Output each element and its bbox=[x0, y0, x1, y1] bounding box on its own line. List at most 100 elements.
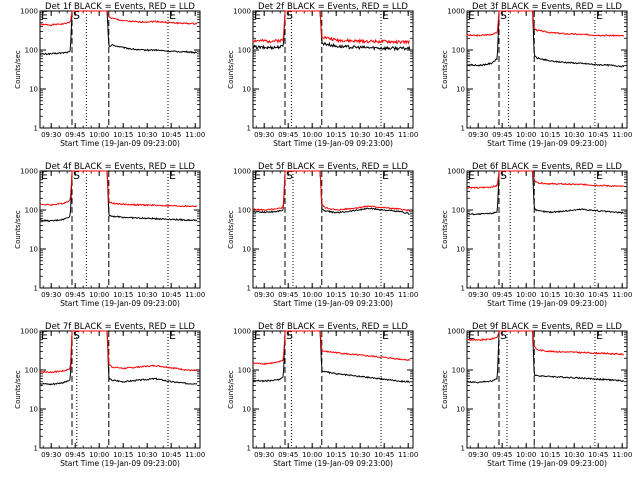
y-tick-label: 100 bbox=[452, 367, 465, 375]
x-tick-label: 10:45 bbox=[588, 291, 608, 299]
y-axis-label: Counts/sec bbox=[441, 370, 449, 409]
x-tick-label: 10:00 bbox=[302, 451, 322, 459]
x-tick-label: 10:00 bbox=[302, 291, 322, 299]
y-tick-label: 10 bbox=[456, 246, 465, 254]
plot-frame bbox=[466, 330, 628, 449]
chart-title: Det 5f BLACK = Events, RED = LLD bbox=[258, 162, 408, 172]
x-tick-label: 09:45 bbox=[278, 131, 298, 139]
x-axis-label: Start Time (19-Jan-09 09:23:00) bbox=[60, 459, 180, 468]
x-tick-label: 10:15 bbox=[113, 451, 133, 459]
chart-title: Det 2f BLACK = Events, RED = LLD bbox=[258, 2, 408, 12]
plot-frame bbox=[466, 170, 628, 289]
y-tick-label: 10 bbox=[29, 406, 38, 414]
x-tick-label: 09:30 bbox=[41, 131, 61, 139]
x-tick-label: 09:30 bbox=[41, 451, 61, 459]
y-tick-label: 1 bbox=[247, 445, 251, 453]
plot-frame bbox=[39, 10, 201, 129]
event-marker-label: S bbox=[73, 169, 80, 182]
x-tick-label: 10:30 bbox=[564, 131, 584, 139]
x-tick-label: 10:45 bbox=[161, 131, 181, 139]
lld-series-line bbox=[39, 10, 198, 27]
y-axis-label: Counts/sec bbox=[14, 50, 22, 89]
x-tick-label: 09:45 bbox=[65, 131, 85, 139]
event-marker-label: E bbox=[596, 169, 603, 182]
x-tick-label: 10:30 bbox=[564, 291, 584, 299]
y-tick-label: 1000 bbox=[233, 168, 251, 176]
event-marker-label: S bbox=[286, 169, 293, 182]
events-series-line bbox=[252, 10, 411, 52]
y-tick-label: 1000 bbox=[233, 328, 251, 336]
x-tick-label: 11:00 bbox=[185, 291, 205, 299]
x-tick-label: 10:00 bbox=[516, 451, 536, 459]
events-series-line bbox=[466, 170, 624, 216]
event-marker-label: E bbox=[468, 329, 475, 342]
x-tick-label: 10:30 bbox=[137, 291, 157, 299]
y-tick-label: 10 bbox=[456, 86, 465, 94]
event-marker-label: S bbox=[286, 9, 293, 22]
x-tick-label: 10:15 bbox=[540, 451, 560, 459]
chart-panel: Det 2f BLACK = Events, RED = LLD 1 10 100 10… bbox=[227, 2, 418, 148]
x-tick-label: 10:30 bbox=[137, 451, 157, 459]
chart-panel: Det 5f BLACK = Events, RED = LLD 1 10 100 10… bbox=[227, 162, 418, 308]
y-tick-label: 100 bbox=[25, 47, 38, 55]
chart-panel: Det 3f BLACK = Events, RED = LLD 1 10 100 10… bbox=[441, 2, 632, 148]
lld-series-line bbox=[466, 170, 624, 190]
x-tick-label: 10:30 bbox=[137, 131, 157, 139]
x-axis-label: Start Time (19-Jan-09 09:23:00) bbox=[60, 299, 180, 308]
y-tick-label: 1 bbox=[461, 445, 465, 453]
x-tick-label: 11:00 bbox=[398, 291, 418, 299]
y-tick-label: 1000 bbox=[233, 8, 251, 16]
x-tick-label: 09:45 bbox=[492, 451, 512, 459]
y-tick-label: 100 bbox=[25, 367, 38, 375]
chart-panel: Det 8f BLACK = Events, RED = LLD 1 10 100 10… bbox=[227, 322, 418, 468]
plot-frame bbox=[252, 330, 414, 449]
lld-series-line bbox=[39, 170, 198, 208]
y-tick-label: 100 bbox=[452, 47, 465, 55]
x-tick-label: 11:00 bbox=[612, 131, 632, 139]
y-tick-label: 1 bbox=[247, 125, 251, 133]
x-tick-label: 10:30 bbox=[350, 291, 370, 299]
x-tick-label: 11:00 bbox=[185, 131, 205, 139]
chart-title: Det 8f BLACK = Events, RED = LLD bbox=[258, 322, 408, 332]
x-tick-label: 09:30 bbox=[468, 451, 488, 459]
event-marker-label: S bbox=[500, 329, 507, 342]
x-axis-label: Start Time (19-Jan-09 09:23:00) bbox=[487, 139, 607, 148]
y-tick-label: 10 bbox=[242, 86, 251, 94]
event-marker-label: S bbox=[73, 9, 80, 22]
x-tick-label: 10:15 bbox=[326, 131, 346, 139]
chart-panel: Det 1f BLACK = Events, RED = LLD 1 10 100 10… bbox=[14, 2, 205, 148]
x-axis-label: Start Time (19-Jan-09 09:23:00) bbox=[60, 139, 180, 148]
x-tick-label: 10:00 bbox=[516, 291, 536, 299]
x-tick-label: 10:00 bbox=[89, 131, 109, 139]
lld-series-line bbox=[252, 170, 411, 212]
y-axis-label: Counts/sec bbox=[441, 210, 449, 249]
x-tick-label: 10:30 bbox=[350, 451, 370, 459]
y-tick-label: 10 bbox=[242, 406, 251, 414]
event-marker-label: E bbox=[468, 9, 475, 22]
plot-frame bbox=[39, 170, 201, 289]
x-tick-label: 09:45 bbox=[65, 451, 85, 459]
lld-series-line bbox=[466, 10, 625, 38]
x-axis-label: Start Time (19-Jan-09 09:23:00) bbox=[273, 139, 393, 148]
x-tick-label: 09:45 bbox=[65, 291, 85, 299]
x-tick-label: 10:00 bbox=[89, 291, 109, 299]
event-marker-label: E bbox=[41, 9, 48, 22]
y-tick-label: 10 bbox=[29, 86, 38, 94]
event-marker-label: E bbox=[169, 329, 176, 342]
event-marker-label: E bbox=[254, 169, 261, 182]
lld-series-line bbox=[466, 330, 624, 356]
x-tick-label: 10:15 bbox=[113, 291, 133, 299]
y-tick-label: 1 bbox=[34, 125, 38, 133]
x-tick-label: 10:45 bbox=[161, 451, 181, 459]
x-tick-label: 10:00 bbox=[302, 131, 322, 139]
x-tick-label: 10:45 bbox=[588, 131, 608, 139]
chart-title: Det 1f BLACK = Events, RED = LLD bbox=[45, 2, 195, 12]
x-tick-label: 09:30 bbox=[468, 291, 488, 299]
x-tick-label: 10:00 bbox=[516, 131, 536, 139]
plot-frame bbox=[466, 10, 628, 129]
chart-title: Det 7f BLACK = Events, RED = LLD bbox=[45, 322, 195, 332]
plot-frame bbox=[252, 170, 414, 289]
chart-panel: Det 7f BLACK = Events, RED = LLD 1 10 100 10… bbox=[14, 322, 205, 468]
x-tick-label: 09:30 bbox=[254, 451, 274, 459]
